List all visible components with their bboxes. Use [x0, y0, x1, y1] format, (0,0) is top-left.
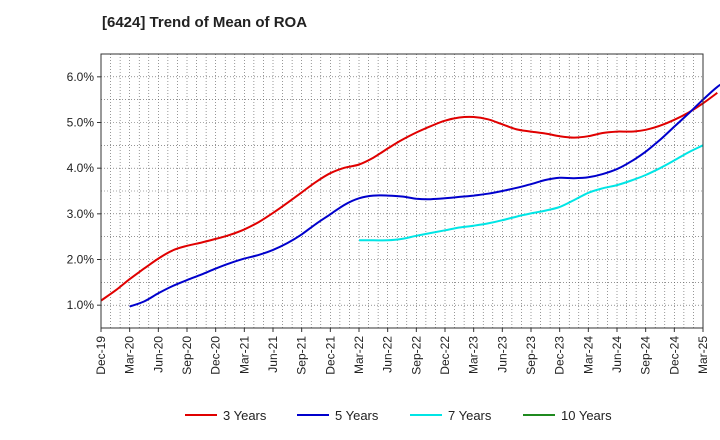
- x-axis-ticks: Dec-19 Mar-20 Jun-20 Sep-20 Dec-20 Mar-21 Jun-…: [94, 328, 710, 375]
- x-tick-label: Jun-24: [610, 336, 624, 373]
- x-tick-label: Dec-21: [323, 336, 337, 375]
- x-tick-label: Sep-21: [295, 336, 309, 375]
- x-tick-label: Dec-24: [667, 336, 681, 375]
- x-tick-label: Sep-22: [409, 336, 423, 375]
- series-line-3-years: [100, 92, 718, 302]
- x-tick-label: Jun-21: [266, 336, 280, 373]
- x-tick-label: Mar-24: [581, 336, 595, 374]
- x-tick-label: Jun-22: [381, 336, 395, 373]
- chart-title: [6424] Trend of Mean of ROA: [102, 14, 308, 31]
- y-tick-label: 2.0%: [67, 253, 95, 267]
- x-tick-label: Dec-22: [438, 336, 452, 375]
- legend-label: 7 Years: [448, 408, 492, 423]
- y-tick-label: 6.0%: [67, 70, 95, 84]
- y-tick-label: 3.0%: [67, 207, 95, 221]
- x-tick-label: Dec-19: [94, 336, 108, 375]
- x-tick-label: Mar-23: [467, 336, 481, 374]
- y-tick-label: 4.0%: [67, 161, 95, 175]
- plot-frame: [100, 53, 704, 329]
- series-line-7-years: [359, 144, 704, 242]
- x-tick-label: Sep-20: [180, 336, 194, 375]
- x-tick-label: Mar-22: [352, 336, 366, 374]
- series-lines: [100, 83, 720, 308]
- grid-lines: [101, 54, 703, 328]
- legend: 3 Years 5 Years 7 Years 10 Years: [185, 408, 612, 423]
- x-tick-label: Sep-23: [524, 336, 538, 375]
- series-line-5-years: [129, 83, 720, 308]
- plot-border: [100, 53, 704, 329]
- x-tick-label: Mar-20: [123, 336, 137, 374]
- y-axis-ticks: 1.0% 2.0% 3.0% 4.0% 5.0% 6.0%: [67, 70, 101, 312]
- x-tick-label: Dec-20: [209, 336, 223, 375]
- x-tick-label: Mar-21: [237, 336, 251, 374]
- x-tick-label: Sep-24: [639, 336, 653, 375]
- legend-label: 5 Years: [335, 408, 379, 423]
- legend-label: 10 Years: [561, 408, 612, 423]
- x-tick-label: Dec-23: [553, 336, 567, 375]
- y-tick-label: 1.0%: [67, 298, 95, 312]
- x-tick-label: Jun-23: [495, 336, 509, 373]
- x-tick-label: Mar-25: [696, 336, 710, 374]
- y-tick-label: 5.0%: [67, 116, 95, 130]
- legend-label: 3 Years: [223, 408, 267, 423]
- x-tick-label: Jun-20: [151, 336, 165, 373]
